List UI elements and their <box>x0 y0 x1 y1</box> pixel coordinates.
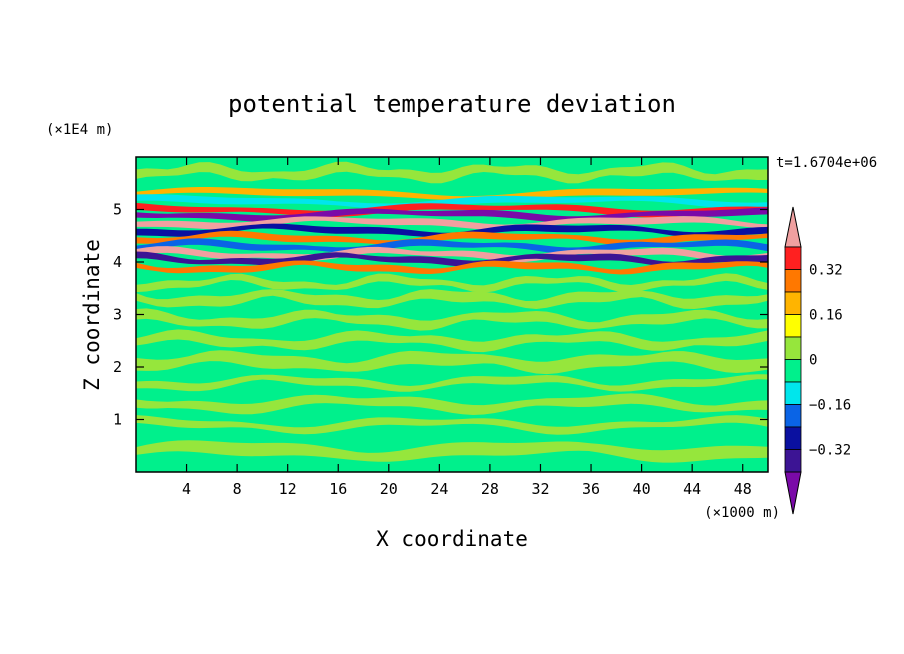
colorbar-tick-label: 0 <box>809 353 817 369</box>
contour-field <box>136 157 768 472</box>
colorbar-box <box>784 381 802 405</box>
field-streak <box>136 161 768 184</box>
y-axis-ticks: 1 2 3 4 5 <box>113 201 768 429</box>
x-tick-label: 32 <box>531 480 549 498</box>
y-tick-label: 5 <box>113 201 122 219</box>
field-band <box>136 216 768 231</box>
colorbar-tick-label: 0.32 <box>809 263 843 279</box>
field-streak <box>136 273 768 293</box>
field-band <box>136 230 768 247</box>
colorbar-box <box>784 336 802 360</box>
colorbar-box <box>784 314 802 338</box>
colorbar-extend-min <box>784 471 802 515</box>
y-axis-unit: (×1E4 m) <box>46 122 113 138</box>
time-label: t=1.6704e+06 <box>776 155 877 171</box>
colorbar-tick-label: −0.32 <box>809 443 851 459</box>
x-axis-ticks: 4 8 12 16 20 24 28 32 36 40 44 48 <box>182 157 752 498</box>
field-band <box>136 238 768 255</box>
x-tick-label: 8 <box>233 480 242 498</box>
plot-area <box>135 156 769 473</box>
field-streak <box>136 329 768 353</box>
colorbar-box <box>784 359 802 383</box>
colorbar: 0.32 0.16 0 −0.16 −0.32 <box>784 206 851 515</box>
colorbar-tick-label: −0.16 <box>809 398 851 414</box>
colorbar-box <box>784 404 802 428</box>
field-band <box>136 223 768 238</box>
y-axis-label: Z coordinate <box>80 239 104 391</box>
field-streak <box>136 289 768 309</box>
y-tick-label: 1 <box>113 411 122 429</box>
x-tick-label: 4 <box>182 480 191 498</box>
field-streak <box>136 308 768 331</box>
x-tick-label: 20 <box>380 480 398 498</box>
x-axis-label: X coordinate <box>376 527 528 551</box>
colorbar-box <box>784 426 802 450</box>
x-axis-unit: (×1000 m) <box>704 505 780 521</box>
y-tick-label: 3 <box>113 306 122 324</box>
field-streak <box>136 374 768 392</box>
field-streak <box>136 440 768 463</box>
field-band <box>136 202 768 218</box>
x-tick-label: 36 <box>582 480 600 498</box>
x-tick-label: 12 <box>279 480 297 498</box>
field-streak <box>136 415 768 435</box>
x-tick-label: 24 <box>430 480 448 498</box>
y-tick-label: 2 <box>113 358 122 376</box>
y-tick-label: 4 <box>113 253 122 271</box>
field-streak <box>136 393 768 415</box>
colorbar-box <box>784 449 802 473</box>
x-tick-label: 40 <box>633 480 651 498</box>
x-tick-label: 44 <box>683 480 701 498</box>
x-tick-label: 28 <box>481 480 499 498</box>
field-streak <box>136 350 768 375</box>
x-tick-label: 16 <box>329 480 347 498</box>
x-tick-label: 48 <box>734 480 752 498</box>
colorbar-box <box>784 291 802 315</box>
field-band <box>136 187 768 201</box>
chart-title: potential temperature deviation <box>228 90 676 118</box>
colorbar-box <box>784 246 802 270</box>
field-band <box>136 260 768 275</box>
colorbar-tick-label: 0.16 <box>809 308 843 324</box>
field-band <box>136 194 768 210</box>
colorbar-box <box>784 269 802 293</box>
colorbar-extend-max <box>784 206 802 248</box>
